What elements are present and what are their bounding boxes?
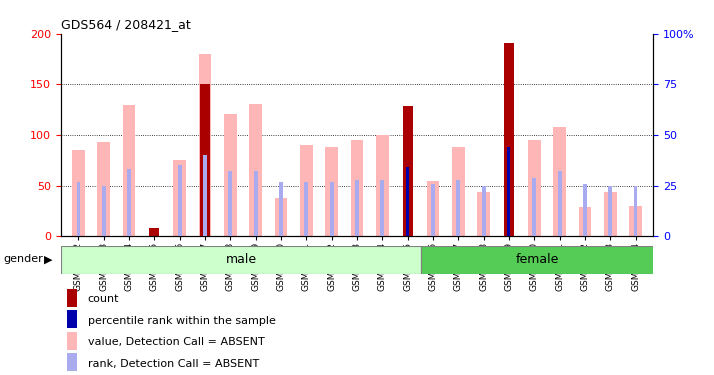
Bar <box>482 186 486 236</box>
Text: value, Detection Call = ABSENT: value, Detection Call = ABSENT <box>88 338 264 347</box>
Bar <box>376 135 388 236</box>
Bar <box>504 43 514 236</box>
Bar <box>477 192 490 236</box>
Bar <box>127 170 131 236</box>
Bar <box>253 171 258 236</box>
Bar <box>431 184 435 236</box>
Bar <box>533 177 536 236</box>
Bar <box>149 228 159 236</box>
Bar <box>629 206 642 236</box>
Bar <box>72 150 85 236</box>
Bar <box>583 184 587 236</box>
Bar <box>608 186 612 236</box>
Bar <box>330 182 333 236</box>
Text: ▶: ▶ <box>44 255 53 264</box>
Text: count: count <box>88 294 119 304</box>
Bar <box>66 310 78 328</box>
Bar <box>406 167 409 236</box>
Bar <box>174 160 186 236</box>
Text: gender: gender <box>4 255 44 264</box>
Bar <box>578 207 591 236</box>
Bar <box>421 246 653 274</box>
Bar <box>427 181 439 236</box>
Bar <box>553 127 566 236</box>
Bar <box>61 246 421 274</box>
Bar <box>351 140 363 236</box>
Bar <box>224 114 237 236</box>
Bar <box>66 332 78 350</box>
Bar <box>381 180 384 236</box>
Bar <box>178 165 181 236</box>
Bar <box>123 105 136 236</box>
Bar <box>355 180 359 236</box>
Bar <box>300 145 313 236</box>
Bar <box>634 186 638 236</box>
Bar <box>198 54 211 236</box>
Bar <box>228 171 232 236</box>
Bar <box>102 186 106 236</box>
Text: male: male <box>226 253 256 266</box>
Text: rank, Detection Call = ABSENT: rank, Detection Call = ABSENT <box>88 359 259 369</box>
Bar <box>452 147 465 236</box>
Bar <box>200 84 210 236</box>
Bar <box>304 182 308 236</box>
Bar <box>203 155 207 236</box>
Bar <box>249 104 262 236</box>
Text: female: female <box>516 253 559 266</box>
Text: GDS564 / 208421_at: GDS564 / 208421_at <box>61 18 191 31</box>
Bar <box>66 289 78 307</box>
Bar <box>508 147 511 236</box>
Bar <box>604 192 617 236</box>
Bar <box>66 353 78 371</box>
Bar <box>97 142 110 236</box>
Bar <box>403 106 413 236</box>
Bar <box>456 180 461 236</box>
Text: percentile rank within the sample: percentile rank within the sample <box>88 316 276 326</box>
Bar <box>528 140 540 236</box>
Bar <box>275 198 287 236</box>
Bar <box>326 147 338 236</box>
Bar <box>558 171 561 236</box>
Bar <box>279 182 283 236</box>
Bar <box>76 182 80 236</box>
